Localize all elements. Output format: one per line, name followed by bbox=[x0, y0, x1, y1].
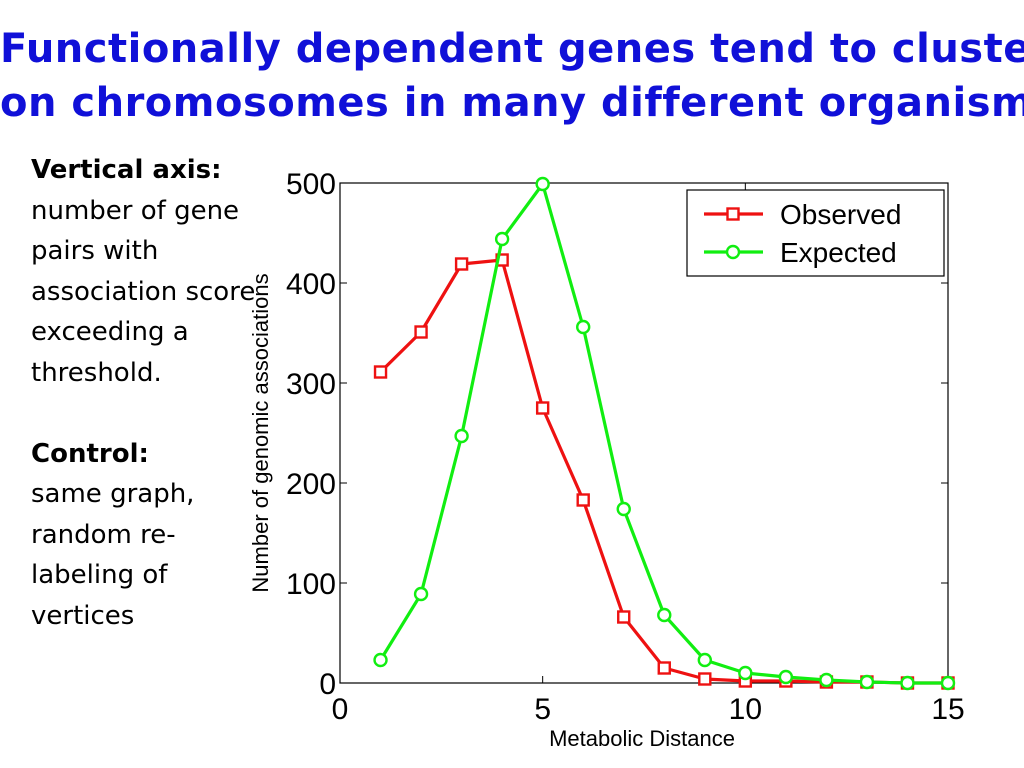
expected-point bbox=[616, 501, 631, 517]
legend-label-observed: Observed bbox=[780, 199, 901, 230]
slide-title-line-1: Functionally dependent genes tend to clu… bbox=[0, 26, 1024, 72]
x-tick-label: 15 bbox=[931, 693, 964, 726]
expected-point bbox=[657, 607, 672, 623]
series-observed bbox=[373, 253, 955, 690]
y-tick-label: 100 bbox=[286, 568, 336, 601]
control-note: Control: same graph, random re-labeling o… bbox=[31, 434, 261, 637]
y-tick-label: 400 bbox=[286, 268, 336, 301]
x-tick-label: 5 bbox=[534, 693, 551, 726]
x-axis-title: Metabolic Distance bbox=[549, 726, 735, 751]
control-note-label: Control: bbox=[31, 438, 149, 469]
expected-point bbox=[454, 428, 469, 444]
expected-point bbox=[697, 652, 712, 668]
slide-title-line-2: on chromosomes in many different organis… bbox=[0, 80, 1024, 126]
axis-ticks: 0 5 10 15 0 100 200 300 400 500 bbox=[286, 168, 965, 726]
expected-point bbox=[576, 319, 591, 335]
vertical-axis-note: Vertical axis: number of gene pairs with… bbox=[31, 150, 261, 393]
plot-border bbox=[339, 182, 949, 684]
y-tick-label: 500 bbox=[286, 168, 336, 201]
expected-point bbox=[413, 586, 429, 602]
expected-point bbox=[494, 231, 510, 247]
plot-frame bbox=[339, 182, 949, 684]
y-tick-label: 300 bbox=[286, 368, 336, 401]
observed-point bbox=[657, 661, 671, 675]
expected-point bbox=[373, 652, 388, 668]
expected-point bbox=[859, 674, 875, 690]
observed-point bbox=[535, 401, 550, 415]
observed-point bbox=[454, 257, 469, 271]
legend-entry-observed: Observed bbox=[704, 199, 901, 230]
expected-point bbox=[940, 675, 956, 691]
observed-point bbox=[617, 610, 631, 624]
legend-marker-observed bbox=[726, 207, 740, 221]
expected-point bbox=[535, 176, 550, 192]
y-axis-title: Number of genomic associations bbox=[248, 273, 273, 592]
legend-box bbox=[686, 189, 945, 277]
observed-point bbox=[373, 365, 388, 379]
observed-point bbox=[414, 325, 428, 339]
side-text-panel: Vertical axis: number of gene pairs with… bbox=[31, 150, 261, 636]
y-tick-label: 200 bbox=[286, 468, 336, 501]
series-lines bbox=[373, 176, 956, 691]
vertical-axis-note-label: Vertical axis: bbox=[31, 155, 222, 185]
legend-label-expected: Expected bbox=[780, 237, 897, 268]
legend: Observed Expected bbox=[686, 189, 945, 277]
x-tick-label: 0 bbox=[332, 693, 349, 726]
legend-entry-expected: Expected bbox=[704, 237, 897, 268]
observed-point bbox=[576, 493, 590, 507]
expected-point bbox=[738, 665, 753, 681]
expected-point bbox=[819, 672, 834, 688]
control-note-desc: same graph, random re-labeling of vertic… bbox=[31, 479, 195, 631]
slide-title: Functionally dependent genes tend to clu… bbox=[0, 22, 1024, 130]
y-tick-label: 0 bbox=[319, 668, 336, 701]
expected-point bbox=[778, 669, 794, 685]
observed-point bbox=[698, 672, 712, 686]
x-tick-label: 10 bbox=[729, 693, 762, 726]
legend-marker-expected bbox=[725, 244, 741, 260]
expected-point bbox=[900, 675, 915, 691]
vertical-axis-note-desc: number of gene pairs with association sc… bbox=[31, 195, 256, 388]
series-expected bbox=[373, 176, 956, 691]
